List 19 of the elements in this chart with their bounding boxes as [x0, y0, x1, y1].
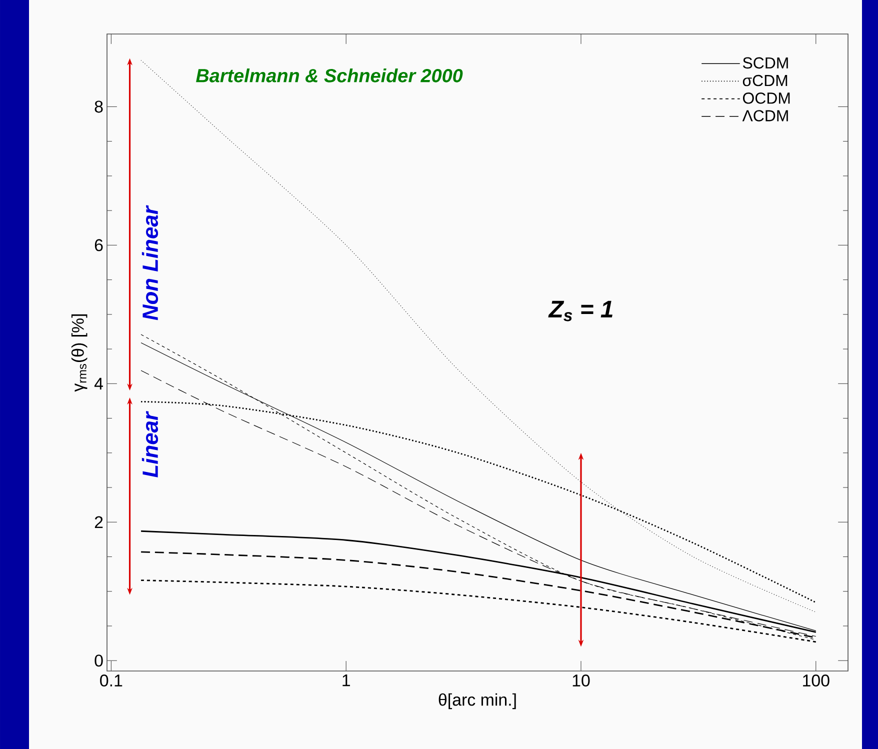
x-tick-label: 1 [342, 674, 350, 686]
annotation: Non Linear [142, 205, 158, 320]
y-axis-title: γ$_{rms}$(θ) [%] [71, 314, 88, 392]
y-tick-label: 0 [94, 654, 103, 667]
y-tick-label: 2 [94, 516, 103, 528]
legend-label: σCDM [742, 74, 788, 86]
y-tick-label: 8 [94, 100, 103, 113]
annotation: Z$_{s}$ = 1 [548, 300, 612, 322]
x-axis-title: θ[arc min.] [438, 693, 516, 710]
y-tick-label: 6 [94, 239, 103, 252]
annotation: Bartelmann & Schneider 2000 [196, 68, 463, 82]
y-tick-label: 4 [94, 378, 103, 390]
x-tick-label: 100 [803, 674, 830, 687]
annotation: Linear [142, 410, 158, 478]
x-tick-label: 0.1 [100, 674, 122, 687]
legend-label: OCDM [743, 92, 790, 104]
legend-label: ΛCDM [742, 110, 788, 122]
x-tick-label: 10 [572, 674, 590, 687]
legend-label: SCDM [742, 57, 788, 69]
